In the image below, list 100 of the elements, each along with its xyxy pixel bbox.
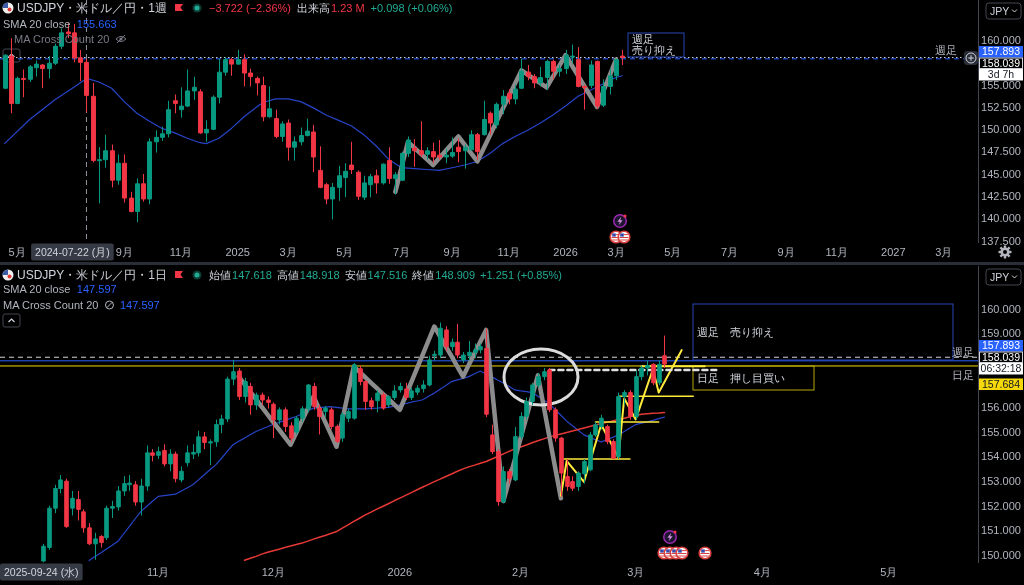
annotation: +0.098 (+0.06%)	[370, 2, 453, 14]
x-tick-label: 2026	[387, 565, 413, 578]
y-tick-label: 153.000	[981, 474, 1021, 487]
x-tick-label: 5月	[8, 245, 26, 258]
text: 2025-09-24 (水)	[4, 565, 79, 578]
candlestick	[286, 118, 291, 162]
candlestick	[229, 57, 234, 77]
candlestick	[425, 146, 430, 161]
x-tick-label: 7月	[720, 245, 739, 258]
candlestick	[557, 64, 562, 78]
candlestick	[375, 389, 380, 413]
y-tick-label: 145.000	[981, 167, 1021, 180]
candlestick	[312, 382, 317, 411]
annotation: 日足	[952, 368, 974, 381]
candlestick	[198, 88, 203, 135]
candlestick	[393, 171, 398, 196]
ref-line-label: 158.039	[982, 350, 1021, 363]
annotation: +1.251 (+0.85%)	[480, 269, 563, 281]
x-tick-label: 7月	[393, 245, 411, 258]
candlestick	[156, 446, 161, 460]
candlestick	[162, 443, 167, 467]
x-tick-label: 2月	[512, 565, 530, 578]
candlestick	[202, 431, 207, 450]
candlestick	[237, 367, 242, 401]
annotation: 始値	[209, 269, 232, 281]
candlestick	[484, 328, 489, 418]
candlestick	[374, 169, 379, 195]
candlestick	[501, 465, 506, 504]
candlestick	[657, 360, 662, 386]
x-tick-label: 4月	[753, 565, 771, 578]
x-tick-label: 9月	[777, 245, 795, 258]
candlestick	[538, 66, 543, 87]
candlestick	[248, 382, 253, 416]
candlestick	[255, 76, 260, 96]
candlestick	[236, 49, 241, 66]
candlestick	[595, 60, 600, 110]
candlestick	[601, 78, 606, 108]
annotation: 週足	[952, 345, 974, 358]
candlestick	[280, 120, 285, 143]
annotation: 終値	[411, 269, 435, 281]
annotation: 週足	[935, 43, 958, 56]
candlestick	[179, 465, 184, 483]
annotation: −3.722 (−2.36%)	[209, 2, 291, 14]
x-tick-label: 5月	[336, 245, 354, 258]
candlestick	[330, 182, 335, 221]
candlestick	[40, 63, 45, 89]
annotation: 155.663	[76, 18, 117, 30]
candlestick	[91, 82, 96, 163]
candlestick	[545, 59, 550, 91]
candlestick	[349, 141, 354, 175]
x-tick-label: 12月	[261, 565, 285, 578]
candlestick	[76, 490, 81, 521]
y-tick-label: 150.000	[981, 548, 1021, 561]
line-series	[88, 370, 666, 562]
annotation: 週足 売り抑え	[697, 325, 774, 338]
candlestick	[110, 144, 115, 188]
candlestick	[267, 85, 272, 119]
ref-line-label: 157.684	[982, 377, 1021, 390]
candlestick	[311, 124, 316, 173]
candlestick	[475, 132, 480, 161]
annotation: 売り抑え	[632, 44, 676, 56]
x-tick-label: 3月	[279, 245, 297, 258]
y-tick-label: 155.000	[981, 425, 1021, 438]
y-tick-label: 160.000	[981, 302, 1021, 315]
annotation: 147.516	[367, 269, 408, 281]
candlestick	[274, 109, 279, 139]
candlestick	[589, 60, 594, 89]
y-tick-label: 154.000	[981, 450, 1021, 463]
x-tick-label: 3月	[607, 245, 625, 258]
candlestick	[404, 382, 409, 401]
ref-line-label: 157.893	[982, 339, 1021, 352]
x-tick-label: 5月	[664, 245, 682, 258]
y-tick-label: 137.500	[981, 234, 1021, 247]
candlestick	[3, 53, 8, 90]
candlestick	[147, 137, 152, 205]
candlestick	[488, 110, 493, 136]
candlestick	[317, 404, 322, 435]
annotation: SMA 20 close	[3, 18, 71, 30]
x-tick-label: 11月	[825, 245, 848, 258]
x-tick-label: 2026	[553, 245, 578, 258]
candlestick	[628, 389, 633, 421]
y-tick-label: 160.000	[981, 33, 1021, 46]
candlestick	[99, 534, 104, 549]
candlestick	[15, 76, 20, 105]
y-tick-label: 156.000	[981, 401, 1021, 414]
y-tick-label: 159.000	[981, 327, 1021, 340]
y-tick-label: 155.000	[981, 78, 1021, 91]
candlestick	[271, 401, 276, 439]
candlestick	[662, 335, 667, 369]
annotation: 148.918	[299, 269, 340, 281]
candlestick	[412, 138, 417, 168]
annotation: 148.909	[435, 269, 476, 281]
annotation: MA Cross Count 20	[3, 299, 99, 311]
candlestick	[277, 406, 282, 426]
candlestick	[173, 93, 178, 114]
candlestick	[64, 478, 69, 529]
ref-line-label: 158.039	[982, 56, 1021, 69]
annotation: 1.23 M	[330, 2, 365, 14]
candlestick	[135, 177, 140, 223]
candlestick	[482, 100, 487, 137]
